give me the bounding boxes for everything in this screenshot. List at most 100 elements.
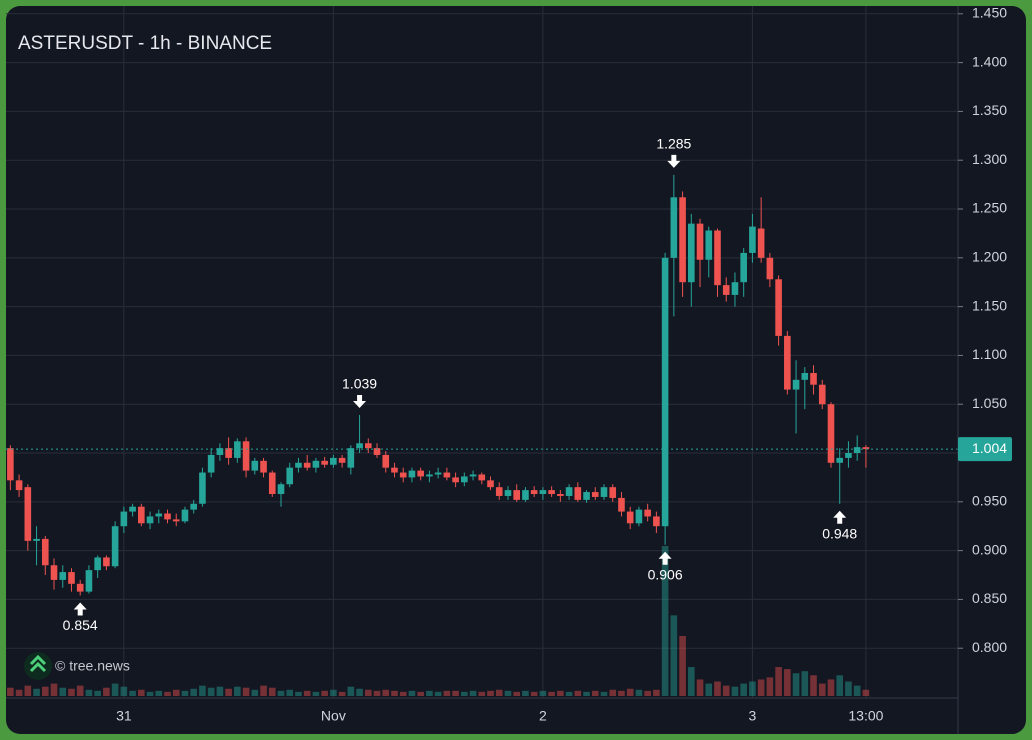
candle-body bbox=[373, 448, 381, 455]
volume-bar bbox=[382, 689, 390, 696]
candle-body bbox=[714, 230, 721, 286]
y-tick-label: 1.350 bbox=[972, 102, 1007, 118]
candle-body bbox=[609, 487, 617, 498]
high-label: 1.285 bbox=[656, 136, 691, 152]
volume-bar bbox=[68, 688, 75, 696]
volume-bar bbox=[679, 636, 686, 696]
volume-bar bbox=[688, 667, 695, 696]
volume-bar bbox=[356, 688, 363, 696]
volume-bar bbox=[513, 691, 521, 696]
y-tick-label: 0.800 bbox=[972, 639, 1007, 655]
candle-body bbox=[469, 474, 477, 477]
candle-body bbox=[312, 460, 320, 468]
volume-bar bbox=[417, 691, 424, 696]
x-tick-label: 2 bbox=[539, 708, 547, 724]
volume-bar bbox=[661, 546, 669, 696]
candle-body bbox=[225, 448, 232, 458]
volume-pane bbox=[7, 546, 870, 696]
volume-bar bbox=[321, 690, 328, 696]
volume-bar bbox=[408, 690, 416, 696]
candle-body bbox=[853, 447, 861, 454]
volume-bar bbox=[111, 683, 119, 696]
volume-bar bbox=[766, 677, 774, 696]
volume-bar bbox=[495, 689, 503, 696]
candle-body bbox=[443, 472, 451, 478]
volume-bar bbox=[155, 690, 163, 696]
volume-bar bbox=[234, 686, 241, 696]
x-tick-label: Nov bbox=[321, 708, 346, 724]
volume-bar bbox=[138, 689, 145, 696]
y-tick-label: 0.950 bbox=[972, 493, 1007, 509]
candle-body bbox=[24, 487, 32, 541]
candle-body bbox=[784, 335, 791, 390]
chart-background bbox=[6, 6, 1026, 734]
candle-body bbox=[565, 487, 573, 496]
volume-bar bbox=[373, 690, 381, 696]
candle-body bbox=[408, 470, 416, 478]
candle-body bbox=[618, 497, 625, 512]
y-tick-label: 1.150 bbox=[972, 297, 1007, 313]
volume-bar bbox=[818, 683, 826, 696]
candle-body bbox=[766, 257, 774, 280]
candle-body bbox=[155, 513, 163, 517]
volume-bar bbox=[59, 687, 67, 696]
candle-body bbox=[653, 516, 660, 527]
candle-body bbox=[775, 279, 782, 336]
volume-bar bbox=[164, 691, 171, 696]
candle-body bbox=[426, 474, 433, 477]
candle-body bbox=[539, 490, 547, 495]
candle-body bbox=[722, 285, 730, 295]
candle-body bbox=[661, 257, 669, 527]
y-tick-label: 1.250 bbox=[972, 200, 1007, 216]
volume-bar bbox=[705, 683, 713, 696]
volume-bar bbox=[207, 687, 215, 696]
volume-bar bbox=[653, 689, 660, 696]
candle-body bbox=[129, 506, 136, 512]
candle-body bbox=[548, 490, 555, 495]
volume-bar bbox=[426, 690, 433, 696]
candle-body bbox=[277, 484, 285, 495]
y-tick-label: 1.200 bbox=[972, 249, 1007, 265]
volume-bar bbox=[15, 689, 23, 696]
candle-body bbox=[670, 197, 678, 258]
low-label: 0.854 bbox=[63, 617, 98, 633]
volume-bar bbox=[277, 690, 285, 696]
volume-bar bbox=[591, 690, 599, 696]
volume-bar bbox=[286, 689, 294, 696]
candle-body bbox=[757, 228, 765, 258]
candle-body bbox=[818, 384, 826, 405]
high-arrow bbox=[667, 154, 681, 168]
low-arrow bbox=[658, 551, 672, 565]
volume-bar bbox=[504, 690, 512, 696]
volume-bar bbox=[260, 685, 267, 696]
candle-body bbox=[85, 570, 93, 592]
candle-body bbox=[635, 509, 643, 524]
candle-body bbox=[749, 226, 756, 253]
volume-bar bbox=[85, 689, 93, 696]
candle-body bbox=[391, 467, 398, 473]
volume-bar bbox=[565, 691, 573, 696]
volume-bar bbox=[216, 686, 224, 696]
volume-bar bbox=[94, 690, 101, 696]
candle-body bbox=[478, 474, 486, 481]
candles bbox=[7, 174, 870, 596]
candle-body bbox=[705, 230, 713, 260]
candle-body bbox=[103, 557, 110, 567]
candle-body bbox=[260, 460, 267, 473]
candle-body bbox=[33, 538, 40, 541]
watermark: © tree.news bbox=[55, 658, 130, 674]
last-price-label: 1.004 bbox=[972, 440, 1007, 456]
candle-body bbox=[94, 557, 101, 571]
last-price-box bbox=[958, 437, 1012, 462]
candle-body bbox=[452, 477, 459, 483]
candle-body bbox=[190, 503, 197, 510]
candle-body bbox=[7, 448, 14, 481]
candle-body bbox=[583, 492, 590, 500]
candle-body bbox=[338, 457, 346, 463]
volume-bar bbox=[862, 689, 870, 696]
candle-body bbox=[495, 487, 503, 496]
volume-bar bbox=[24, 685, 32, 696]
volume-bar bbox=[303, 690, 311, 696]
volume-bar bbox=[146, 691, 154, 696]
